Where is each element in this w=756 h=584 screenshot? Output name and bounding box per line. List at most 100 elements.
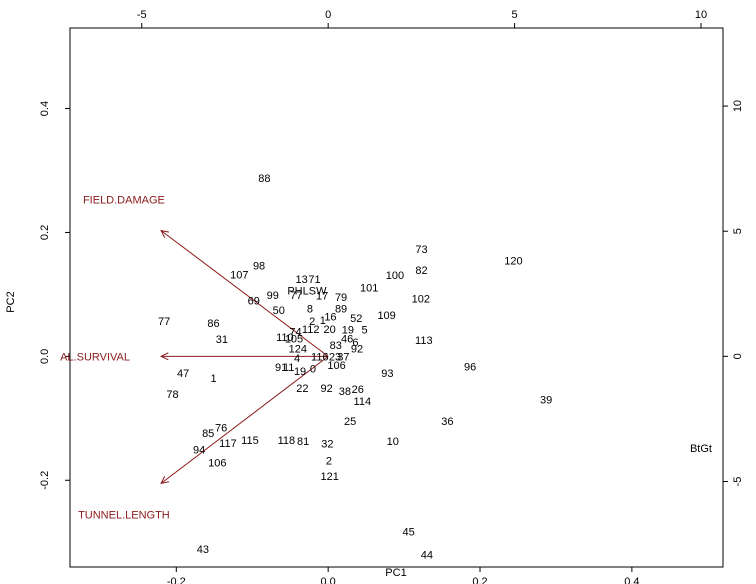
- point-label: 19: [294, 366, 306, 378]
- y-tick-label: 0.0: [39, 349, 51, 364]
- point-label: 99: [267, 290, 279, 302]
- x-tick-label: 0.0: [321, 576, 336, 584]
- x-tick-label: -0.2: [167, 576, 186, 584]
- point-label: 2: [326, 455, 332, 467]
- point-label: 82: [415, 265, 427, 277]
- point-label: 71: [308, 274, 320, 286]
- point-label: 1: [210, 373, 216, 385]
- point-label: 2: [309, 316, 315, 328]
- point-label: 47: [177, 368, 189, 380]
- point-label: 109: [377, 310, 395, 322]
- point-label: 110: [276, 332, 294, 344]
- point-label: 26: [352, 384, 364, 396]
- loading-arrows-group: FIELD.DAMAGE AL.SURVIVAL TUNNEL.LENGTH PHLS…: [60, 195, 712, 522]
- point-label: 69: [248, 296, 260, 308]
- x-tick-label: 0.2: [472, 576, 487, 584]
- point-label: 10: [387, 436, 399, 448]
- point-label: 1: [320, 315, 326, 327]
- point-label: 121: [321, 471, 339, 483]
- point-label: 96: [464, 361, 476, 373]
- top-tick-label: 0: [325, 9, 331, 21]
- point-label: 77: [158, 316, 170, 328]
- point-label: 77: [290, 290, 302, 302]
- point-label: 113: [415, 335, 433, 347]
- point-label: 31: [216, 334, 228, 346]
- right-tick-label: 10: [732, 100, 744, 112]
- point-label: 91: [275, 362, 287, 374]
- point-label: 86: [207, 318, 219, 330]
- y-tick-label: -0.2: [39, 471, 51, 490]
- loading-label: FIELD.DAMAGE: [83, 195, 165, 207]
- right-tick-label: 0: [732, 353, 744, 359]
- point-label: 6: [352, 337, 358, 349]
- point-label: 37: [337, 351, 349, 363]
- point-label: 76: [215, 423, 227, 435]
- point-label: 107: [230, 270, 248, 282]
- point-label: 124: [289, 343, 307, 355]
- point-label: 106: [327, 360, 345, 372]
- point-label: 79: [335, 292, 347, 304]
- point-label: 22: [296, 383, 308, 395]
- point-label: 36: [441, 416, 453, 428]
- point-label: 8: [307, 304, 313, 316]
- point-label: 100: [386, 270, 404, 282]
- point-label: 32: [321, 439, 333, 451]
- point-label: 83: [330, 340, 342, 352]
- point-label: 73: [415, 244, 427, 256]
- point-label: 17: [316, 291, 328, 303]
- point-label: 74: [289, 327, 301, 339]
- point-label: 81: [297, 436, 309, 448]
- x-tick-label: 0.4: [624, 576, 639, 584]
- loading-arrow: [160, 230, 329, 357]
- y-tick-label: 0.4: [39, 101, 51, 116]
- loading-arrow: [160, 355, 329, 484]
- point-label: 13: [295, 274, 307, 286]
- point-label: 118: [278, 435, 296, 447]
- point-label: 88: [258, 173, 270, 185]
- right-tick-label: 5: [732, 228, 744, 234]
- point-label: 20: [324, 324, 336, 336]
- plot-frame: [69, 27, 724, 568]
- point-label: 38: [339, 386, 351, 398]
- loading-label: PHLSW: [287, 286, 327, 298]
- point-label: 85: [202, 428, 214, 440]
- point-label: 115: [241, 435, 259, 447]
- point-label: 92: [321, 383, 333, 395]
- top-tick-label: 5: [512, 9, 518, 21]
- point-label: 101: [360, 283, 378, 295]
- point-label: 5: [362, 325, 368, 337]
- y-axis-title: PC2: [5, 291, 17, 312]
- point-label: 45: [403, 527, 415, 539]
- top-tick-label: -5: [137, 9, 147, 21]
- loading-label: TUNNEL.LENGTH: [78, 509, 170, 521]
- point-label: 93: [381, 368, 393, 380]
- right-tick-label: -5: [732, 477, 744, 487]
- point-label: 19: [342, 325, 354, 337]
- x-axis-title: PC1: [385, 567, 406, 579]
- point-label: 102: [412, 294, 430, 306]
- point-label: 23: [329, 351, 341, 363]
- point-label: 114: [354, 396, 372, 408]
- point-label: 43: [197, 544, 209, 556]
- loading-label: BtGt: [690, 443, 712, 455]
- point-label: 25: [344, 416, 356, 428]
- point-label: 78: [166, 389, 178, 401]
- point-label: 39: [540, 395, 552, 407]
- loading-arrowhead: [160, 229, 170, 238]
- loading-label: AL.SURVIVAL: [60, 351, 130, 363]
- point-label: 11: [283, 362, 294, 374]
- point-label: 16: [324, 312, 336, 324]
- y-tick-label: 0.2: [39, 225, 51, 240]
- point-label: 46: [341, 333, 353, 345]
- point-label: 50: [273, 305, 285, 317]
- point-label: 44: [421, 550, 433, 562]
- loading-arrowhead: [159, 352, 169, 361]
- point-label: 0: [310, 364, 316, 376]
- point-label: 106: [208, 457, 226, 469]
- point-label: 94: [193, 444, 205, 456]
- point-label: 89: [335, 304, 347, 316]
- point-label: 4: [294, 353, 300, 365]
- point-label: 98: [253, 260, 265, 272]
